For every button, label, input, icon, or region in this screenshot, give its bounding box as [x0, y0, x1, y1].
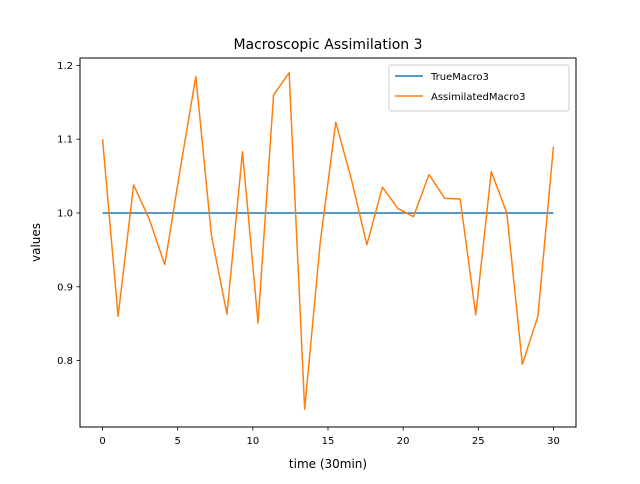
- x-tick-label: 10: [246, 436, 259, 447]
- series-line-2: [101, 72, 555, 411]
- y-tick-label: 0.8: [57, 356, 73, 367]
- legend-label-1: TrueMacro3: [430, 72, 489, 83]
- y-tick-label: 1.2: [57, 61, 73, 72]
- x-tick-label: 15: [322, 436, 335, 447]
- x-tick-label: 30: [547, 436, 560, 447]
- x-tick-label: 20: [397, 436, 410, 447]
- y-tick-label: 0.9: [57, 282, 73, 293]
- y-tick-label: 1.1: [57, 135, 73, 146]
- legend-label-2: AssimilatedMacro3: [431, 92, 526, 103]
- x-axis-label: time (30min): [289, 457, 367, 471]
- plot-lines: [101, 72, 555, 411]
- legend: TrueMacro3 AssimilatedMacro3: [388, 64, 570, 112]
- x-tick-label: 0: [99, 436, 105, 447]
- y-axis-label: values: [29, 223, 43, 262]
- x-axis: 0 5 10 15 20 25 30: [99, 427, 560, 447]
- y-tick-label: 1.0: [57, 208, 73, 219]
- legend-box: [388, 64, 570, 112]
- x-tick-label: 25: [472, 436, 485, 447]
- chart-title: Macroscopic Assimilation 3: [233, 37, 422, 53]
- x-tick-label: 5: [175, 436, 181, 447]
- y-axis: 0.8 0.9 1.0 1.1 1.2: [57, 61, 80, 367]
